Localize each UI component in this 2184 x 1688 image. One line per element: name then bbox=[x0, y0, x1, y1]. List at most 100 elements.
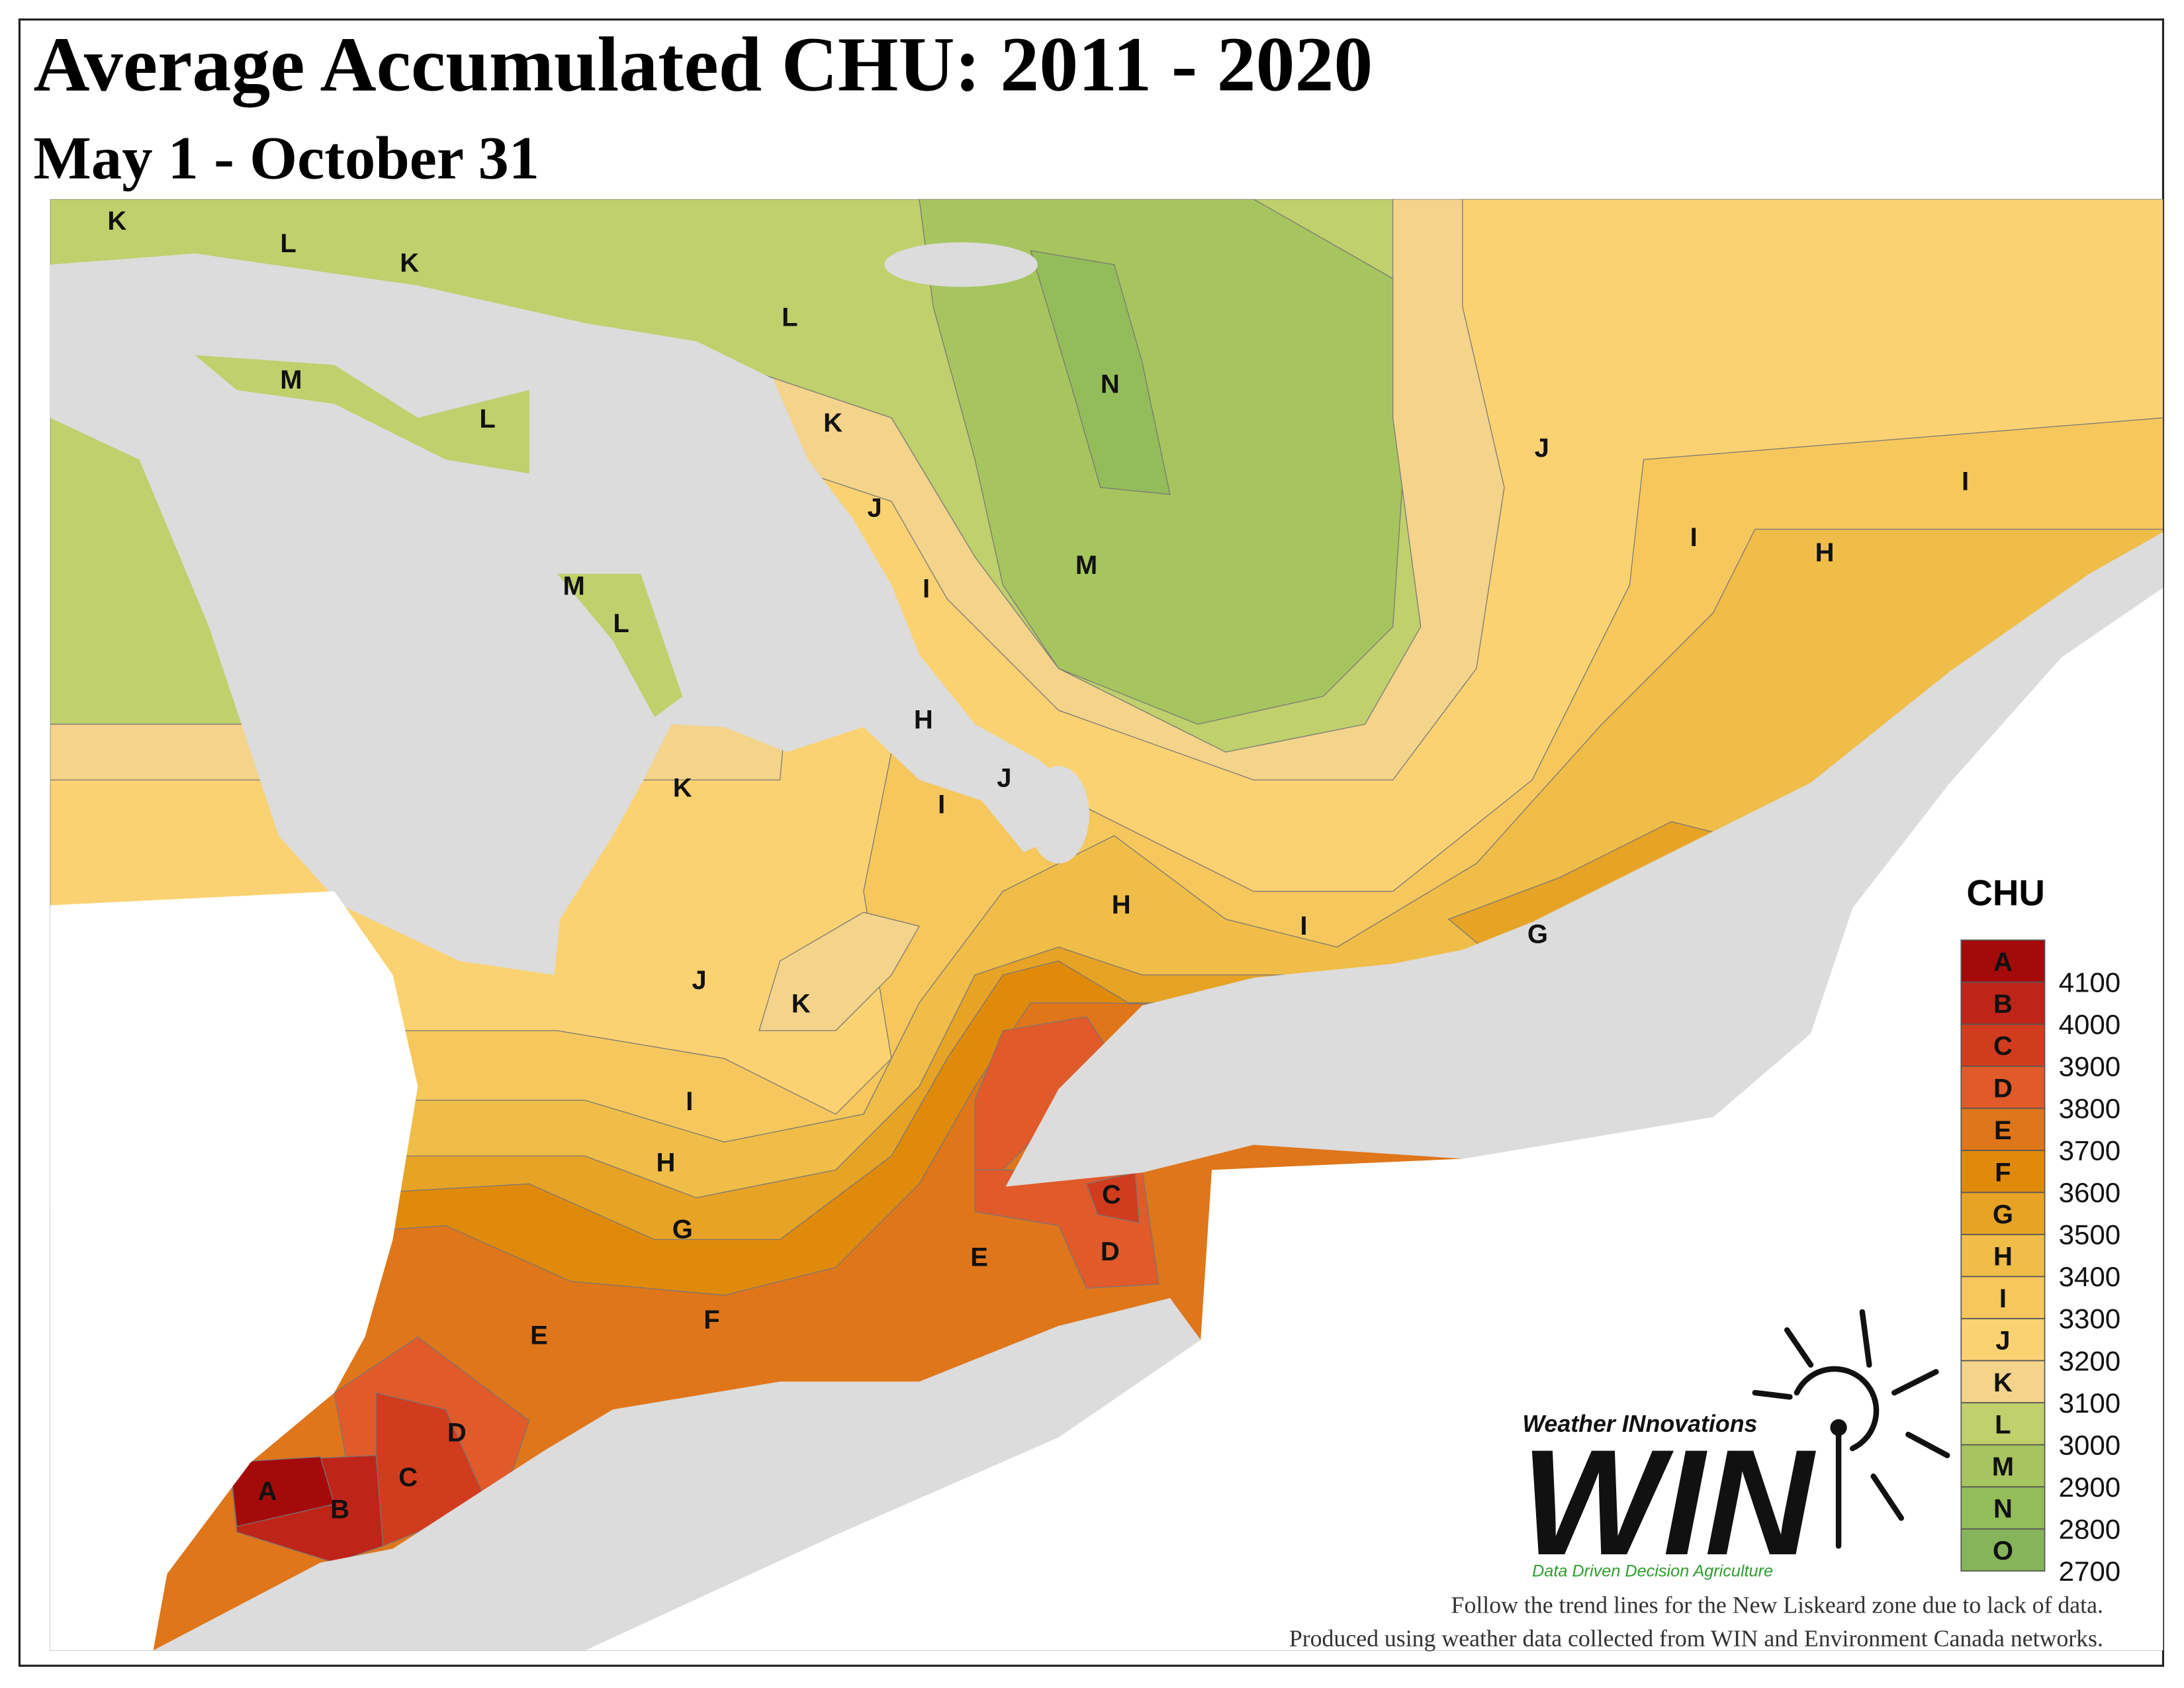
zone-label: H bbox=[914, 705, 933, 734]
title: Average Accumulated CHU: 2011 - 2020 bbox=[34, 22, 1373, 108]
zone-region bbox=[229, 1456, 335, 1527]
zone-label: J bbox=[1535, 434, 1549, 463]
legend-letter: D bbox=[1993, 1074, 2013, 1103]
michigan bbox=[50, 891, 418, 1651]
legend-swatch bbox=[1960, 981, 2046, 1025]
zone-label: K bbox=[823, 408, 842, 438]
legend-value: 3900 bbox=[2059, 1051, 2121, 1082]
legend-letter: C bbox=[1993, 1032, 2013, 1061]
legend-swatch bbox=[1960, 1528, 2046, 1572]
zone-label: I bbox=[1690, 523, 1698, 552]
legend-letter: I bbox=[1999, 1284, 2007, 1313]
zone-label: K bbox=[792, 990, 811, 1019]
zone-label: C bbox=[1102, 1180, 1121, 1209]
zone-label: N bbox=[1101, 369, 1120, 399]
subtitle: May 1 - October 31 bbox=[34, 124, 540, 192]
zone-label: E bbox=[530, 1321, 548, 1350]
legend-swatch bbox=[1960, 1234, 2046, 1278]
legend-value: 3100 bbox=[2059, 1387, 2121, 1419]
note: Follow the trend lines for the New Liske… bbox=[1451, 1591, 2103, 1618]
water-and-land bbox=[50, 242, 2163, 1651]
zone-label: G bbox=[672, 1215, 693, 1244]
legend-letter: F bbox=[1995, 1158, 2011, 1187]
zone-label: J bbox=[997, 764, 1011, 793]
zone-label: L bbox=[479, 404, 495, 434]
zone-label: M bbox=[1075, 551, 1097, 580]
legend-letter: L bbox=[1995, 1411, 2011, 1440]
zone-label: L bbox=[280, 229, 296, 258]
zone-label: K bbox=[673, 773, 692, 802]
legend-value: 3200 bbox=[2059, 1345, 2121, 1376]
logo-tagline: Data Driven Decision Agriculture bbox=[1532, 1562, 1773, 1581]
logo-sun bbox=[1752, 1309, 1950, 1549]
zone-label: H bbox=[1112, 890, 1131, 919]
legend-value: 3700 bbox=[2059, 1135, 2121, 1166]
legend-swatch bbox=[1960, 1318, 2046, 1362]
zone-label: D bbox=[447, 1419, 467, 1448]
legend-value: 3500 bbox=[2059, 1219, 2121, 1250]
legend-letter: J bbox=[1995, 1327, 2010, 1356]
lake-erie bbox=[153, 1297, 1201, 1651]
legend-value: 2800 bbox=[2059, 1513, 2121, 1544]
legend-letter: E bbox=[1994, 1116, 2012, 1145]
legend-letter: B bbox=[1993, 990, 2013, 1019]
zone-label: J bbox=[692, 966, 706, 995]
zone-label: C bbox=[398, 1463, 418, 1492]
legend-swatch bbox=[1960, 1192, 2046, 1235]
legend-swatch bbox=[1960, 1107, 2046, 1151]
zone-label: K bbox=[107, 207, 126, 236]
legend-letter: M bbox=[1992, 1452, 2014, 1481]
logo-dot bbox=[1830, 1419, 1847, 1436]
legend-value: 3400 bbox=[2059, 1261, 2121, 1292]
zone-label: D bbox=[1101, 1237, 1120, 1266]
legend-value: 4000 bbox=[2059, 1009, 2121, 1040]
legend-letter: H bbox=[1993, 1242, 2013, 1271]
legend-letter: O bbox=[1993, 1536, 2013, 1566]
zone-label: L bbox=[782, 303, 797, 332]
legend-value: 3800 bbox=[2059, 1093, 2121, 1124]
lake-simcoe bbox=[1028, 766, 1089, 864]
zone-label: I bbox=[1962, 467, 1969, 496]
zone-label: I bbox=[923, 575, 930, 604]
bruce-peninsula bbox=[557, 573, 683, 718]
us-land bbox=[584, 587, 2163, 1651]
legend-value: 3600 bbox=[2059, 1177, 2121, 1208]
legend-swatch bbox=[1960, 1360, 2046, 1403]
note: Produced using weather data collected fr… bbox=[1289, 1625, 2103, 1652]
legend-value: 3000 bbox=[2059, 1429, 2121, 1460]
zone-label: H bbox=[1815, 538, 1835, 567]
zone-label: H bbox=[657, 1148, 676, 1177]
legend-swatch bbox=[1960, 1486, 2046, 1530]
logo-mark: WIN bbox=[1521, 1419, 1816, 1587]
zone-label: M bbox=[280, 365, 302, 395]
zone-label: L bbox=[613, 609, 629, 638]
logo-name: Weather INnovations bbox=[1522, 1411, 1757, 1437]
legend-letter: K bbox=[1993, 1368, 2013, 1397]
legend-letter: G bbox=[1993, 1200, 2013, 1229]
legend-letter: A bbox=[1993, 948, 2013, 977]
lake-nipissing bbox=[884, 242, 1038, 287]
lake-huron bbox=[50, 253, 1073, 975]
zone-label: I bbox=[938, 790, 945, 820]
legend-swatch bbox=[1960, 1402, 2046, 1446]
zone-label: E bbox=[970, 1243, 988, 1272]
logo: Weather INnovations WIN Data Driven Deci… bbox=[1521, 1309, 1950, 1587]
zone-label: A bbox=[258, 1477, 277, 1506]
legend-swatch bbox=[1960, 939, 2046, 983]
zone-label: F bbox=[704, 1305, 719, 1335]
legend-value: 3300 bbox=[2059, 1303, 2121, 1335]
lake-ontario bbox=[1005, 532, 2163, 1187]
zone-label: G bbox=[1527, 919, 1548, 949]
manitoulin bbox=[195, 355, 529, 474]
legend-value: 4100 bbox=[2059, 966, 2121, 998]
zone-region bbox=[1085, 1172, 1140, 1224]
legend-value: 2900 bbox=[2059, 1472, 2121, 1503]
legend-swatch bbox=[1960, 1150, 2046, 1194]
legend-letter: N bbox=[1993, 1495, 2013, 1524]
zone-label: J bbox=[868, 494, 882, 523]
zone-label: I bbox=[686, 1087, 693, 1116]
